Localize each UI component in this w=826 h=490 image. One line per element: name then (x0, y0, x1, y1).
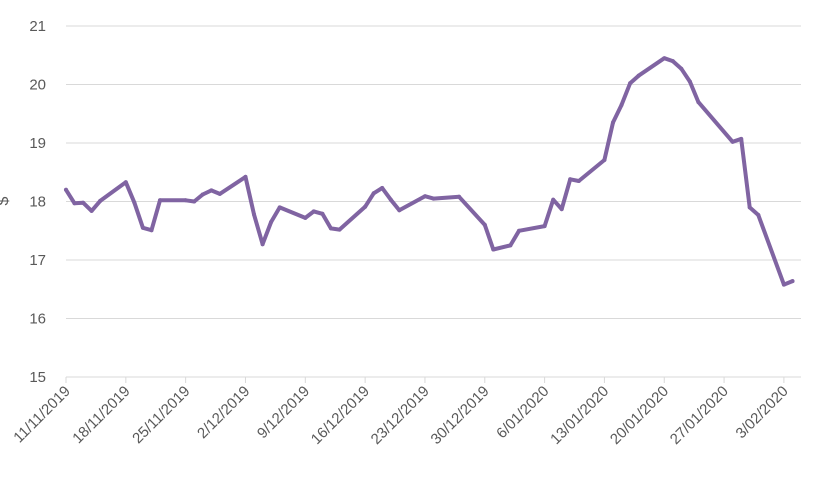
data-point (132, 200, 137, 205)
data-point (72, 201, 77, 206)
data-point (542, 224, 547, 229)
data-point (756, 213, 761, 217)
series-layer (64, 56, 795, 287)
data-point (123, 180, 128, 185)
data-point (602, 158, 607, 162)
data-point (423, 194, 427, 199)
data-point (662, 56, 667, 61)
y-tick-label: 17 (29, 252, 46, 269)
data-point (491, 247, 496, 252)
x-tick-label: 9/12/2019 (254, 383, 313, 442)
data-point (200, 192, 205, 197)
data-point (303, 215, 308, 220)
data-point (730, 139, 735, 144)
data-point (311, 209, 316, 214)
data-point (89, 208, 94, 213)
x-tick-label: 6/01/2020 (493, 383, 552, 442)
x-tick-label: 18/11/2019 (69, 383, 133, 447)
series-line (64, 56, 795, 287)
data-point (397, 208, 402, 213)
y-tick-label: 21 (29, 18, 46, 35)
data-point (81, 200, 86, 205)
data-point (363, 204, 368, 209)
y-tick-label: 20 (29, 77, 46, 94)
data-point (431, 196, 436, 201)
data-point (559, 207, 564, 212)
data-point (64, 187, 68, 192)
data-point (269, 220, 274, 224)
y-tick-label: 18 (29, 194, 46, 211)
data-point (619, 103, 624, 107)
data-point (192, 199, 197, 204)
data-point (670, 59, 675, 64)
y-tick-label: 15 (29, 369, 46, 386)
data-point (508, 243, 513, 248)
data-point (747, 205, 752, 210)
x-tick-label: 25/11/2019 (129, 383, 193, 447)
data-point (260, 242, 265, 247)
y-tick-label: 19 (29, 135, 46, 152)
x-tick-label: 13/01/2020 (547, 383, 612, 448)
data-point (209, 188, 214, 193)
gridlines (66, 25, 801, 319)
data-point (457, 194, 462, 199)
data-point (371, 191, 376, 196)
data-point (243, 174, 248, 179)
x-tick-label: 30/12/2019 (427, 383, 492, 448)
data-point (679, 66, 684, 71)
x-tick-label: 2/12/2019 (194, 383, 253, 442)
data-point (790, 279, 795, 284)
data-point (568, 177, 573, 182)
data-point (252, 212, 256, 217)
data-point (140, 225, 145, 230)
data-point (388, 197, 393, 202)
x-tick-label: 16/12/2019 (308, 383, 373, 448)
data-point (337, 227, 342, 232)
data-point (517, 228, 521, 233)
data-point (696, 100, 701, 105)
data-point (482, 222, 487, 227)
data-point (781, 282, 786, 287)
data-point (628, 81, 633, 86)
data-point (687, 79, 692, 84)
x-tick-label: 11/11/2019 (10, 383, 74, 447)
data-point (98, 198, 103, 203)
data-point (217, 191, 222, 196)
data-point (183, 198, 188, 203)
y-axis-title: $ (0, 196, 12, 205)
data-point (611, 120, 615, 125)
x-tick-label: 23/12/2019 (368, 383, 433, 448)
data-point (380, 186, 385, 190)
data-point (158, 198, 162, 203)
data-point (739, 136, 744, 141)
x-tick-label: 20/01/2020 (607, 383, 672, 448)
data-point (320, 211, 325, 216)
x-tick-label: 3/02/2020 (733, 383, 792, 442)
data-point (328, 226, 333, 231)
y-tick-label: 16 (29, 311, 46, 328)
data-point (277, 205, 282, 210)
data-point (551, 197, 556, 202)
data-point (576, 179, 581, 183)
data-point (149, 228, 154, 233)
y-tick-labels: 15 16 17 18 19 20 21 (29, 18, 46, 386)
x-tick-label: 27/01/2020 (667, 383, 732, 448)
data-point (636, 73, 641, 78)
